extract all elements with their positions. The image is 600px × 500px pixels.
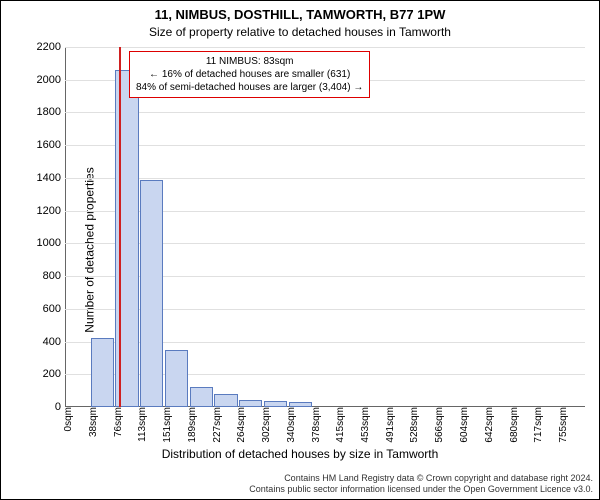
gridline (65, 145, 585, 146)
property-marker-line (119, 47, 121, 407)
histogram-bar (214, 394, 238, 407)
credit-line-1: Contains HM Land Registry data © Crown c… (249, 473, 593, 484)
plot-area: 0200400600800100012001400160018002000220… (65, 47, 585, 407)
x-tick-label: 151sqm (160, 407, 173, 443)
x-tick-label: 76sqm (111, 407, 124, 437)
x-tick-label: 0sqm (61, 407, 74, 431)
page-title: 11, NIMBUS, DOSTHILL, TAMWORTH, B77 1PW (1, 7, 599, 22)
infobox-line-2: ← 16% of detached houses are smaller (63… (136, 68, 363, 81)
x-tick-label: 340sqm (284, 407, 297, 443)
x-tick-label: 38sqm (86, 407, 99, 437)
x-tick-label: 227sqm (210, 407, 223, 443)
histogram-bar (140, 180, 164, 407)
x-tick-label: 642sqm (482, 407, 495, 443)
y-tick-label: 1200 (37, 205, 65, 217)
x-tick-label: 755sqm (556, 407, 569, 443)
x-tick-label: 264sqm (234, 407, 247, 443)
gridline (65, 112, 585, 113)
y-tick-label: 2200 (37, 41, 65, 53)
histogram-bar (190, 387, 214, 407)
gridline (65, 47, 585, 48)
credits: Contains HM Land Registry data © Crown c… (249, 473, 593, 495)
x-tick-label: 189sqm (185, 407, 198, 443)
histogram-bar (165, 350, 189, 407)
infobox-line-3: 84% of semi-detached houses are larger (… (136, 81, 363, 94)
x-tick-label: 113sqm (135, 407, 148, 442)
marker-infobox: 11 NIMBUS: 83sqm ← 16% of detached house… (129, 51, 370, 98)
y-tick-label: 1800 (37, 106, 65, 118)
x-tick-label: 302sqm (259, 407, 272, 443)
y-tick-label: 400 (43, 336, 65, 348)
x-tick-label: 453sqm (358, 407, 371, 443)
y-tick-label: 200 (43, 368, 65, 380)
credit-line-2: Contains public sector information licen… (249, 484, 593, 495)
x-tick-label: 604sqm (457, 407, 470, 443)
y-axis (65, 47, 66, 407)
infobox-line-1: 11 NIMBUS: 83sqm (136, 55, 363, 68)
x-tick-label: 566sqm (432, 407, 445, 443)
y-tick-label: 1400 (37, 172, 65, 184)
y-tick-label: 2000 (37, 74, 65, 86)
x-axis-label: Distribution of detached houses by size … (1, 447, 599, 461)
x-tick-label: 378sqm (309, 407, 322, 443)
histogram-bar (91, 338, 115, 407)
y-tick-label: 600 (43, 303, 65, 315)
x-tick-label: 528sqm (407, 407, 420, 443)
x-tick-label: 717sqm (531, 407, 544, 443)
x-tick-label: 680sqm (507, 407, 520, 443)
page-subtitle: Size of property relative to detached ho… (1, 25, 599, 39)
y-tick-label: 800 (43, 270, 65, 282)
chart-card: 11, NIMBUS, DOSTHILL, TAMWORTH, B77 1PW … (0, 0, 600, 500)
x-tick-label: 415sqm (333, 407, 346, 443)
y-tick-label: 1000 (37, 237, 65, 249)
y-tick-label: 1600 (37, 139, 65, 151)
x-tick-label: 491sqm (383, 407, 396, 443)
